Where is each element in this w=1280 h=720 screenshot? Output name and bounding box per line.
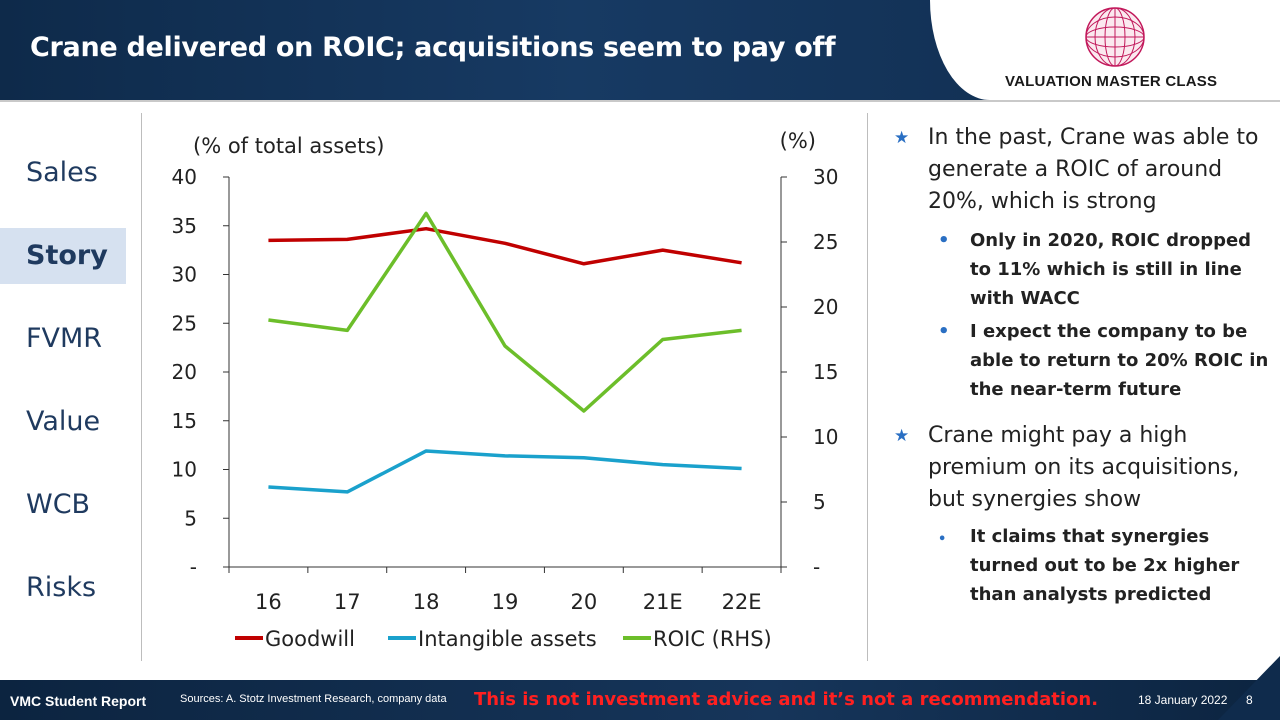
bullet-sub: • I expect the company to be able to ret… (938, 317, 1270, 404)
nav-item-sales[interactable]: Sales (26, 157, 98, 188)
page-title: Crane delivered on ROIC; acquisitions se… (30, 32, 836, 63)
right-axis-title: (%) (780, 129, 816, 153)
x-tick-label: 17 (334, 590, 361, 614)
dot-bullet-icon: • (938, 532, 947, 547)
star-bullet-icon: ★ (894, 128, 910, 148)
legend-label: Intangible assets (418, 627, 597, 651)
bullet-sub: • Only in 2020, ROIC dropped to 11% whic… (938, 226, 1270, 313)
bullet-sub-text: I expect the company to be able to retur… (970, 321, 1269, 400)
disclaimer-text: This is not investment advice and it’s n… (474, 689, 1099, 710)
roic-chart: - 5 10 15 20 25 30 35 40 - 5 10 15 20 25 30 16 17 18 19 20 21… (172, 129, 839, 651)
bullet-text: Crane might pay a high premium on its ac… (928, 423, 1240, 512)
header-divider (0, 100, 1280, 102)
report-label: VMC Student Report (10, 693, 147, 709)
left-axis-title: (% of total assets) (193, 134, 384, 158)
legend-label: ROIC (RHS) (653, 627, 772, 651)
chart-divider (867, 113, 868, 661)
dot-bullet-icon: • (938, 321, 950, 342)
left-tick-label: - (190, 555, 197, 579)
nav-item-risks[interactable]: Risks (26, 572, 97, 603)
series-line (268, 226, 742, 266)
x-tick-label: 16 (255, 590, 282, 614)
star-bullet-icon: ★ (894, 426, 910, 446)
x-tick-label: 18 (413, 590, 440, 614)
left-tick-label: 15 (172, 409, 197, 433)
left-tick-label: 35 (172, 214, 197, 238)
x-tick-label: 21E (643, 590, 683, 614)
page-number: 8 (1246, 693, 1253, 707)
right-tick-label: 25 (813, 230, 838, 254)
series-line (268, 211, 742, 413)
nav-item-story[interactable]: Story (0, 228, 126, 284)
legend-label: Goodwill (265, 627, 355, 651)
logo-text: VALUATION MASTER CLASS (1005, 73, 1218, 90)
left-tick-label: 10 (172, 458, 197, 482)
x-tick-label: 22E (722, 590, 762, 614)
footer-bar (0, 680, 1280, 720)
right-tick-label: 5 (813, 490, 826, 514)
bullet-main: ★ Crane might pay a high premium on its … (890, 420, 1270, 516)
left-tick-label: 5 (184, 506, 197, 530)
bullet-sub-text: Only in 2020, ROIC dropped to 11% which … (970, 230, 1252, 309)
right-tick-label: 20 (813, 295, 838, 319)
nav-item-value[interactable]: Value (26, 406, 101, 437)
right-tick-label: 30 (813, 165, 838, 189)
left-tick-label: 25 (172, 311, 197, 335)
left-tick-label: 40 (172, 165, 197, 189)
bullet-sub-text: It claims that synergies turned out to b… (970, 526, 1240, 605)
bullet-sub: • It claims that synergies turned out to… (938, 522, 1270, 609)
right-tick-label: - (813, 555, 820, 579)
globe-logo-icon (1085, 7, 1145, 67)
report-date: 18 January 2022 (1138, 693, 1228, 707)
left-tick-label: 20 (172, 360, 197, 384)
right-tick-label: 15 (813, 360, 838, 384)
footer-corner (1218, 656, 1280, 720)
right-tick-label: 10 (813, 425, 838, 449)
nav-item-fvmr[interactable]: FVMR (26, 323, 103, 354)
series-line (268, 449, 742, 494)
sources-text: Sources: A. Stotz Investment Research, c… (180, 693, 447, 705)
left-tick-label: 30 (172, 263, 197, 287)
bullet-main: ★ In the past, Crane was able to generat… (890, 122, 1270, 218)
bullet-text: In the past, Crane was able to generate … (928, 125, 1259, 214)
x-tick-label: 19 (492, 590, 519, 614)
x-tick-label: 20 (570, 590, 597, 614)
nav-item-wcb[interactable]: WCB (26, 489, 91, 520)
nav-divider (141, 113, 142, 661)
dot-bullet-icon: • (938, 230, 950, 251)
